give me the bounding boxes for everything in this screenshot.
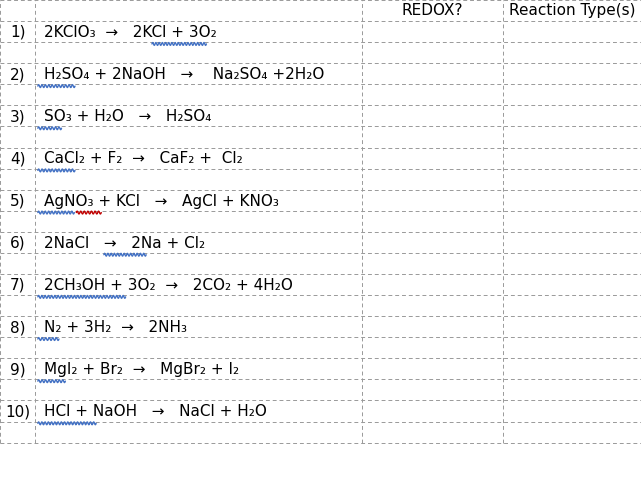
- Text: 2NaCl   →   2Na + Cl₂: 2NaCl → 2Na + Cl₂: [44, 236, 204, 251]
- Text: 8): 8): [10, 320, 26, 335]
- Text: CaCl₂ + F₂  →   CaF₂ +  Cl₂: CaCl₂ + F₂ → CaF₂ + Cl₂: [44, 151, 242, 166]
- Text: 9): 9): [10, 362, 26, 377]
- Text: N₂ + 3H₂  →   2NH₃: N₂ + 3H₂ → 2NH₃: [44, 320, 187, 335]
- Text: HCl + NaOH   →   NaCl + H₂O: HCl + NaOH → NaCl + H₂O: [44, 404, 267, 419]
- Text: 4): 4): [10, 151, 26, 166]
- Text: 5): 5): [10, 194, 26, 208]
- Text: 1): 1): [10, 25, 26, 40]
- Text: SO₃ + H₂O   →   H₂SO₄: SO₃ + H₂O → H₂SO₄: [44, 109, 211, 124]
- Text: MgI₂ + Br₂  →   MgBr₂ + I₂: MgI₂ + Br₂ → MgBr₂ + I₂: [44, 362, 238, 377]
- Text: 2): 2): [10, 67, 26, 82]
- Text: REDOX?: REDOX?: [402, 3, 463, 18]
- Text: 7): 7): [10, 278, 26, 293]
- Text: H₂SO₄ + 2NaOH   →    Na₂SO₄ +2H₂O: H₂SO₄ + 2NaOH → Na₂SO₄ +2H₂O: [44, 67, 324, 82]
- Text: 2KClO₃  →   2KCl + 3O₂: 2KClO₃ → 2KCl + 3O₂: [44, 25, 217, 40]
- Text: 3): 3): [10, 109, 26, 124]
- Text: AgNO₃ + KCl   →   AgCl + KNO₃: AgNO₃ + KCl → AgCl + KNO₃: [44, 194, 278, 208]
- Text: Reaction Type(s): Reaction Type(s): [509, 3, 635, 18]
- Text: 10): 10): [5, 404, 30, 419]
- Text: 6): 6): [10, 236, 26, 251]
- Text: 2CH₃OH + 3O₂  →   2CO₂ + 4H₂O: 2CH₃OH + 3O₂ → 2CO₂ + 4H₂O: [44, 278, 292, 293]
